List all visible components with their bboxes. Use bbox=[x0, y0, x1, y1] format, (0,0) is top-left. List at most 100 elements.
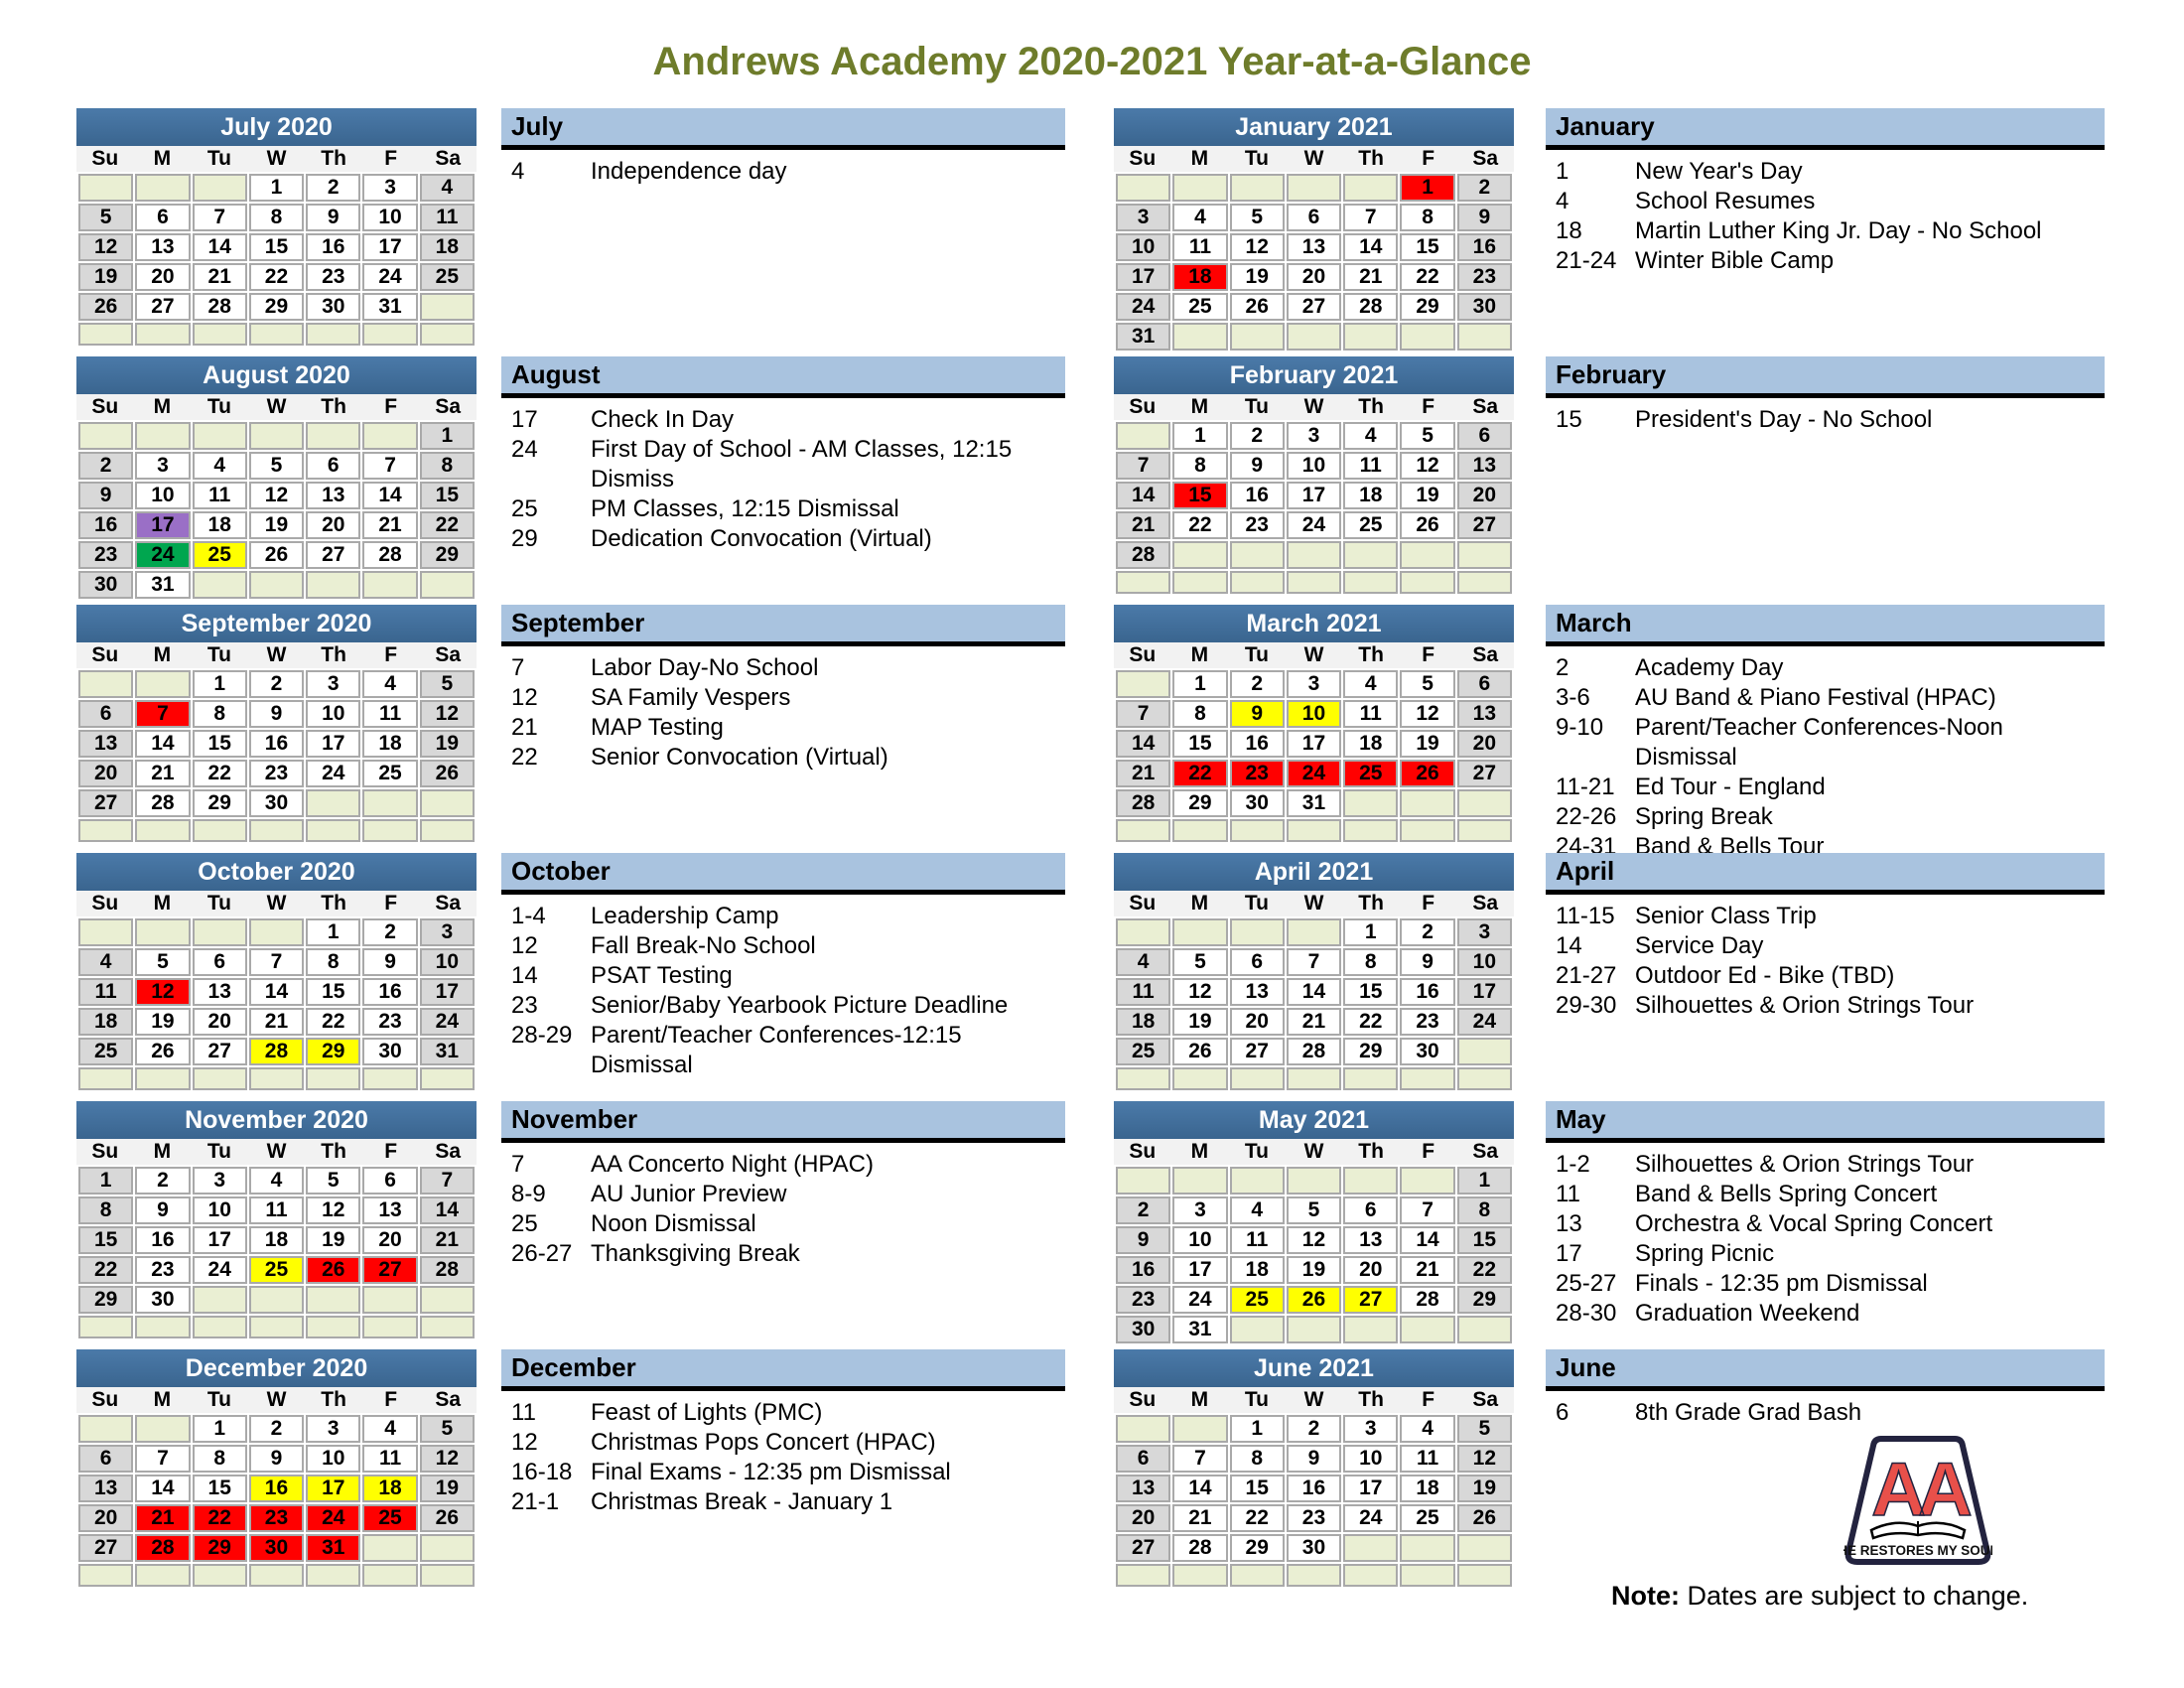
calendar-week-row: 20 21 22 23 24 25 26 bbox=[1116, 1504, 1512, 1532]
calendar-day-cell: 5 bbox=[1456, 1415, 1512, 1443]
calendar-day-cell: 6 bbox=[78, 1445, 134, 1473]
weekday-label: F bbox=[384, 147, 398, 170]
calendar-day-cell: 10 bbox=[1286, 452, 1342, 480]
calendar-day-cell: 5 bbox=[248, 452, 305, 480]
calendar-empty-cell bbox=[78, 1564, 134, 1587]
calendar-month-title: September 2020 bbox=[76, 605, 477, 642]
weekday-label: Su bbox=[91, 1388, 119, 1411]
calendar-day-cell: 20 bbox=[1116, 1504, 1171, 1532]
calendar-day-cell: 27 bbox=[135, 293, 191, 321]
calendar-may-2021: May 2021 Su M Tu W Th F Sa 1 2 3 4 5 6 7 8 9 10 11 12 13 14 15… bbox=[1114, 1101, 1514, 1345]
event-date: 17 bbox=[1556, 1240, 1582, 1267]
calendar-day-cell: 17 bbox=[1286, 730, 1342, 758]
calendar-empty-cell bbox=[1116, 571, 1171, 594]
calendar-day-cell: 3 bbox=[362, 174, 418, 202]
calendar-days-table: 1 2 3 4 5 6 7 8 9 10 11 12 13 14 15 16 17 18 19 20 21 22 23 24 2… bbox=[76, 1165, 477, 1340]
calendar-day-cell: 27 bbox=[192, 1038, 247, 1065]
calendar-day-cell: 31 bbox=[362, 293, 418, 321]
event-row: 11 Band & Bells Spring Concert bbox=[1546, 1180, 2105, 1209]
weekday-label: Sa bbox=[435, 643, 462, 666]
calendar-month-title: July 2020 bbox=[76, 108, 477, 146]
calendar-day-cell: 21 bbox=[1400, 1256, 1455, 1284]
calendar-day-cell: 20 bbox=[135, 263, 191, 291]
calendar-day-cell: 6 bbox=[306, 452, 361, 480]
calendar-day-cell: 14 bbox=[1172, 1475, 1228, 1502]
event-description: New Year's Day bbox=[1635, 158, 1803, 185]
calendar-empty-cell bbox=[1286, 323, 1342, 351]
calendar-day-cell: 30 bbox=[1229, 789, 1285, 817]
calendar-day-cell: 21 bbox=[362, 511, 418, 539]
weekday-label: Th bbox=[1358, 1140, 1384, 1163]
calendar-day-cell: 21 bbox=[1343, 263, 1399, 291]
event-date: 4 bbox=[1556, 188, 1570, 214]
calendar-day-cell: 7 bbox=[135, 1445, 191, 1473]
calendar-empty-cell bbox=[306, 819, 361, 842]
calendar-day-cell: 18 bbox=[1343, 730, 1399, 758]
weekday-label: Tu bbox=[1244, 892, 1269, 914]
weekday-label: M bbox=[153, 643, 172, 666]
calendar-empty-cell bbox=[1229, 1167, 1285, 1195]
calendar-empty-cell bbox=[419, 1564, 475, 1587]
calendar-row: August 2020 Su M Tu W Th F Sa 1 2 3 4 5 6 7 8 9 10 11 12 13 1… bbox=[76, 356, 2184, 599]
calendar-empty-cell bbox=[192, 1067, 247, 1090]
event-rows: 11 Feast of Lights (PMC) 12 Christmas Pops … bbox=[501, 1391, 1065, 1517]
weekday-label: Su bbox=[91, 643, 119, 666]
calendar-day-cell: 31 bbox=[306, 1534, 361, 1562]
calendar-day-cell: 24 bbox=[1116, 293, 1171, 321]
calendar-day-cell: 29 bbox=[306, 1038, 361, 1065]
event-date: 21-24 bbox=[1556, 247, 1617, 274]
calendar-day-cell: 15 bbox=[192, 1475, 247, 1502]
weekday-label: W bbox=[1303, 643, 1324, 666]
weekday-label: Th bbox=[1358, 892, 1384, 914]
calendar-day-cell: 14 bbox=[135, 1475, 191, 1502]
calendar-week-row: 14 15 16 17 18 19 20 bbox=[1116, 482, 1512, 509]
calendar-day-cell: 27 bbox=[306, 541, 361, 569]
calendar-week-row: 7 8 9 10 11 12 13 bbox=[1116, 452, 1512, 480]
event-row: 12 Fall Break-No School bbox=[501, 931, 1065, 961]
calendar-days-table: 1 2 3 4 5 6 7 8 9 10 11 12 13 14 15 16 17 18 19 20 21 22 23 24 2… bbox=[1114, 668, 1514, 844]
weekday-label: Su bbox=[1129, 1388, 1157, 1411]
calendar-day-cell: 13 bbox=[1116, 1475, 1171, 1502]
calendar-day-cell: 31 bbox=[1286, 789, 1342, 817]
calendar-day-cell: 1 bbox=[192, 670, 247, 698]
calendar-day-cell: 29 bbox=[1400, 293, 1455, 321]
calendar-day-cell: 5 bbox=[419, 1415, 475, 1443]
event-date: 12 bbox=[511, 684, 538, 711]
event-date: 6 bbox=[1556, 1399, 1570, 1426]
calendar-empty-cell bbox=[1116, 1564, 1171, 1587]
calendar-september-2020: September 2020 Su M Tu W Th F Sa 1 2 3 4 5 6 7 8 9 10 11 12… bbox=[76, 605, 477, 844]
event-list-month-title: July bbox=[501, 108, 1065, 150]
calendar-day-cell: 21 bbox=[135, 760, 191, 787]
event-row: 29-30 Silhouettes & Orion Strings Tour bbox=[1546, 991, 2105, 1021]
calendar-day-cell: 26 bbox=[306, 1256, 361, 1284]
event-description: Senior Class Trip bbox=[1635, 903, 1817, 929]
event-description: Noon Dismissal bbox=[591, 1210, 756, 1237]
calendar-day-cell: 25 bbox=[78, 1038, 134, 1065]
weekday-label: Th bbox=[321, 643, 346, 666]
calendar-day-cell: 10 bbox=[135, 482, 191, 509]
event-date: 11-15 bbox=[1556, 903, 1615, 929]
calendar-week-row: 28 bbox=[1116, 541, 1512, 569]
calendar-day-cell: 8 bbox=[419, 452, 475, 480]
calendar-day-cell: 7 bbox=[1400, 1196, 1455, 1224]
calendar-day-cell: 9 bbox=[306, 204, 361, 231]
event-row: 12 SA Family Vespers bbox=[501, 683, 1065, 713]
calendar-day-cell: 8 bbox=[1400, 204, 1455, 231]
calendar-day-cell: 30 bbox=[306, 293, 361, 321]
calendar-day-cell: 26 bbox=[1456, 1504, 1512, 1532]
calendar-empty-cell bbox=[192, 174, 247, 202]
calendar-day-cell: 14 bbox=[248, 978, 305, 1006]
event-row: 4 Independence day bbox=[501, 157, 1065, 187]
calendar-day-cell: 16 bbox=[362, 978, 418, 1006]
event-description: Spring Break bbox=[1635, 803, 1773, 830]
event-description: Labor Day-No School bbox=[591, 654, 819, 681]
calendar-day-cell: 9 bbox=[248, 700, 305, 728]
calendar-day-cell: 21 bbox=[248, 1008, 305, 1036]
calendar-day-cell: 14 bbox=[1116, 730, 1171, 758]
calendar-day-cell: 22 bbox=[1456, 1256, 1512, 1284]
calendar-week-row: 15 16 17 18 19 20 21 bbox=[78, 1226, 475, 1254]
calendar-days-table: 1 2 3 4 5 6 7 8 9 10 11 12 13 14 15 16 17 18 19 20 21 22 23 24 2… bbox=[1114, 172, 1514, 352]
calendar-day-cell: 13 bbox=[1456, 452, 1512, 480]
calendar-empty-cell bbox=[1116, 670, 1171, 698]
